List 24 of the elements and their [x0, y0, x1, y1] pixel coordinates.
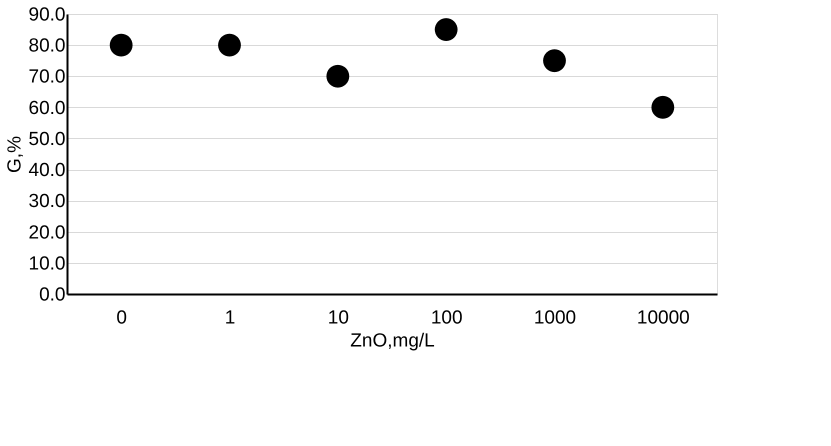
point	[651, 96, 674, 119]
point	[326, 64, 350, 88]
y-tick-label: 60.0	[28, 98, 66, 119]
y-tick-label: 30.0	[28, 191, 66, 212]
point	[434, 18, 458, 41]
x-tick-label: 1000	[534, 308, 576, 328]
x-tick-label: 10	[328, 308, 349, 328]
y-tick-label: 70.0	[28, 66, 66, 88]
point	[543, 49, 566, 72]
x-axis-title: ZnO,mg/L	[350, 330, 435, 352]
y-tick-label: 40.0	[28, 160, 66, 182]
y-tick-label: 20.0	[28, 222, 66, 244]
x-tick-label: 100	[430, 308, 463, 328]
y-tick-label: 80.0	[28, 36, 66, 57]
y-axis-title: G,%	[4, 136, 26, 173]
point	[218, 34, 241, 56]
y-tick-label: 10.0	[28, 253, 66, 274]
y-tick-label: 90.0	[28, 4, 66, 26]
point	[110, 34, 133, 56]
x-tick-label: 10000	[636, 308, 690, 328]
x-tick-label: 1	[224, 308, 236, 328]
x-tick-label: 0	[116, 308, 127, 328]
y-tick-label: 50.0	[28, 128, 66, 150]
y-tick-label: 0.0	[39, 284, 66, 306]
